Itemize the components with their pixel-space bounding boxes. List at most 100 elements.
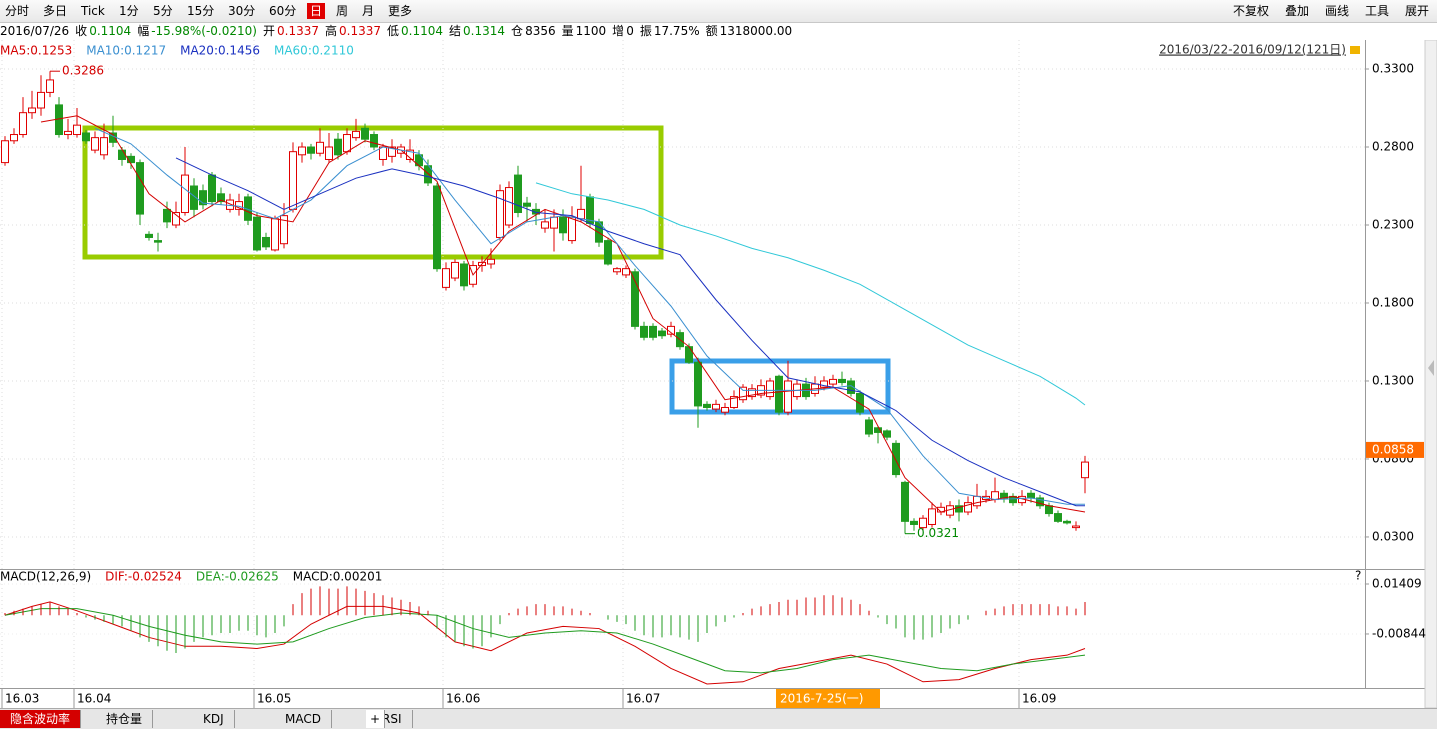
candle-body (325, 146, 333, 160)
info-label: 低 (387, 24, 400, 38)
x-tick-label: 16.05 (257, 692, 291, 706)
candle-body (541, 221, 549, 229)
info-value: 0.1337 (277, 24, 319, 38)
legend-entry: DEA:-0.02625 (196, 570, 279, 584)
candle-body (361, 127, 369, 140)
candle-body (154, 240, 162, 243)
scroll-arrow[interactable] (1428, 360, 1434, 376)
candle-body (775, 375, 783, 413)
candle-body (289, 151, 297, 210)
macd-line (4, 601, 1086, 685)
candle-body (658, 330, 666, 337)
candle-body (703, 403, 711, 408)
candle-body (766, 380, 774, 398)
toolbar-button[interactable]: 15分 (187, 4, 215, 18)
candle-body (604, 240, 612, 265)
candle-body (298, 146, 306, 156)
panel-title: MACD(12,26,9) (0, 570, 91, 584)
tab[interactable]: MACD (275, 710, 332, 728)
candle-body (262, 236, 270, 248)
candle-body (64, 130, 72, 136)
info-value: 0.1104 (401, 24, 444, 38)
candle-body (784, 380, 792, 413)
x-tick-label: 16.09 (1022, 692, 1056, 706)
y-tick-label: 0.1800 (1372, 295, 1414, 309)
info-label: 量 (561, 24, 574, 38)
cursor-label: 2016-7-25(一) (776, 689, 880, 708)
candle-body (1045, 505, 1053, 515)
toolbar-button[interactable]: 5分 (153, 4, 173, 18)
info-item: 结 0.1314 (449, 24, 505, 38)
tab[interactable]: 持仓量 (96, 710, 154, 728)
info-label: 开 (262, 24, 275, 38)
toolbar-button[interactable]: 叠加 (1285, 4, 1310, 18)
y-tick-label: 0.0300 (1372, 529, 1414, 543)
candle-body (640, 325, 648, 338)
candle-body (217, 193, 225, 203)
info-value: 1100 (575, 24, 607, 38)
info-label: 振 (639, 24, 652, 38)
candle-body (613, 268, 621, 273)
toolbar-button[interactable]: 月 (362, 4, 375, 18)
candle-body (190, 185, 198, 210)
ma-line (535, 182, 1086, 406)
info-value: 0.1314 (463, 24, 506, 38)
info-item: 量 1100 (562, 24, 607, 38)
candle-body (928, 508, 936, 525)
info-value: 1318000.00 (719, 24, 793, 38)
info-value: 0 (626, 24, 634, 38)
info-label: 额 (705, 24, 718, 38)
info-label: 收 (75, 24, 88, 38)
info-value: 17.75% (653, 24, 700, 38)
toolbar-button[interactable]: 分时 (5, 4, 30, 18)
candle-body (145, 233, 153, 238)
candle-body (253, 216, 261, 251)
toolbar-button[interactable]: 1分 (119, 4, 139, 18)
toolbar-button[interactable]: 60分 (269, 4, 297, 18)
candle-body (829, 378, 837, 385)
scrollbar[interactable] (1424, 40, 1437, 708)
toolbar-button[interactable]: 日 (307, 3, 326, 19)
candle-body (487, 258, 495, 265)
tab[interactable]: + (366, 710, 386, 728)
candle-body (1063, 520, 1071, 524)
candle-body (1027, 492, 1035, 499)
candle-body (514, 174, 522, 214)
toolbar-button[interactable]: 多日 (43, 4, 68, 18)
toolbar-button[interactable]: 画线 (1325, 4, 1350, 18)
candle-body (874, 427, 882, 433)
candle-body (973, 495, 981, 507)
tab-bar: 隐含波动率 持仓量 KDJ MACD RSI + (0, 708, 1437, 729)
info-item: 仓 8356 (511, 24, 556, 38)
toolbar-button[interactable]: Tick (81, 4, 105, 18)
tab[interactable]: KDJ (193, 710, 235, 728)
x-tick-label: 16.03 (5, 692, 39, 706)
candle-body (100, 137, 108, 156)
toolbar-button[interactable]: 展开 (1405, 4, 1430, 18)
candle-body (712, 403, 720, 410)
toolbar-button[interactable]: 更多 (388, 4, 413, 18)
toolbar-button[interactable]: 不复权 (1233, 4, 1270, 18)
candle-body (883, 430, 891, 438)
candle-body (19, 112, 27, 136)
toolbar-button[interactable]: 30分 (228, 4, 256, 18)
tab[interactable]: RSI (372, 710, 413, 728)
toolbar-button[interactable]: 周 (336, 4, 349, 18)
y-tick-label: -0.00844 (1372, 626, 1426, 640)
candle-body (568, 216, 576, 242)
candle-body (37, 91, 45, 109)
toolbar-button[interactable]: 工具 (1365, 4, 1390, 18)
x-tick-label: 16.06 (446, 692, 480, 706)
candle-body (1, 140, 9, 164)
background (0, 40, 1437, 708)
candle-body (316, 141, 324, 154)
x-tick-label: 16.04 (77, 692, 111, 706)
candle-body (892, 442, 900, 476)
candle-body (1054, 513, 1062, 522)
y-tick-label: 0.2800 (1372, 140, 1414, 154)
tab[interactable]: 隐含波动率 (0, 710, 82, 728)
info-value: -15.98%(-0.0210) (151, 24, 257, 38)
candle-body (901, 481, 909, 522)
info-label: 幅 (137, 24, 150, 38)
